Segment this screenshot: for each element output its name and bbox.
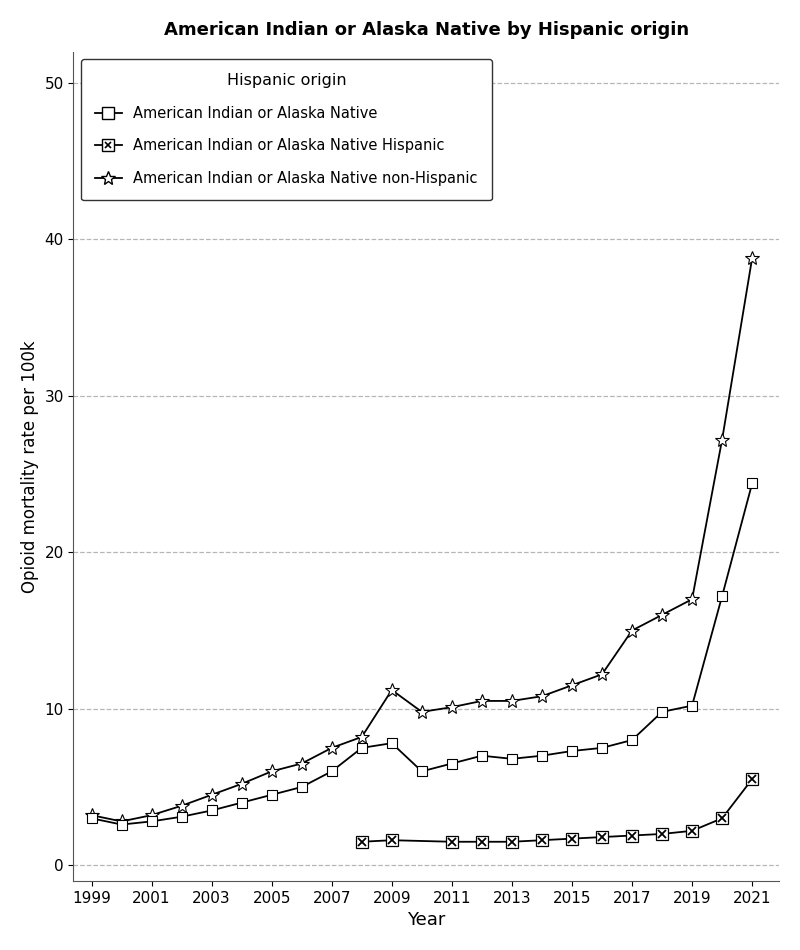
Y-axis label: Opioid mortality rate per 100k: Opioid mortality rate per 100k [21,340,39,593]
X-axis label: Year: Year [407,911,446,929]
Title: American Indian or Alaska Native by Hispanic origin: American Indian or Alaska Native by Hisp… [164,21,689,39]
Legend: American Indian or Alaska Native, American Indian or Alaska Native Hispanic, Ame: American Indian or Alaska Native, Americ… [81,59,492,200]
